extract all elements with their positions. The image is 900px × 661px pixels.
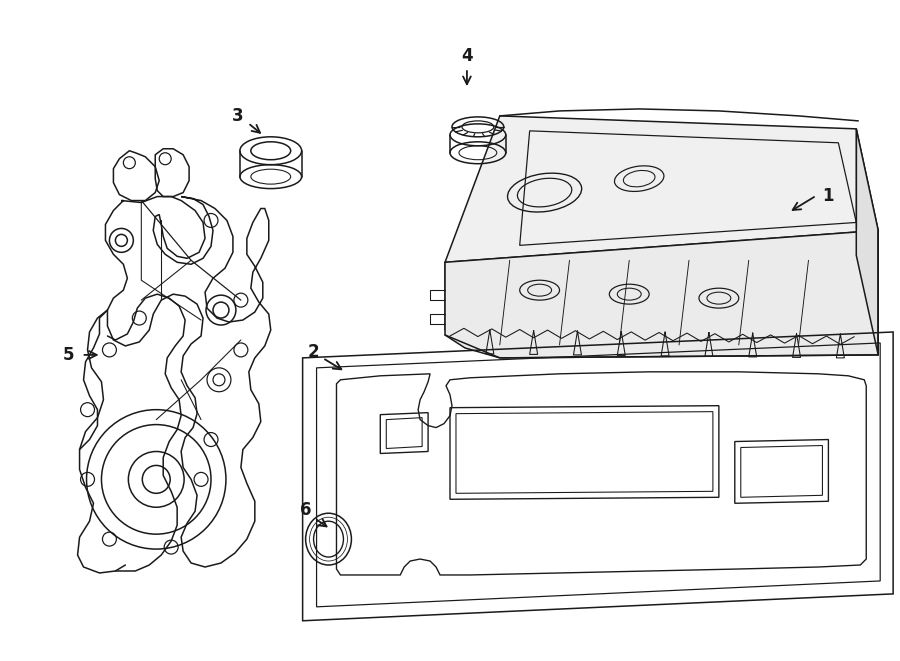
Polygon shape bbox=[856, 129, 878, 355]
Polygon shape bbox=[445, 231, 878, 358]
Text: 1: 1 bbox=[823, 186, 834, 204]
Text: 2: 2 bbox=[308, 343, 320, 361]
Text: 5: 5 bbox=[63, 346, 75, 364]
Polygon shape bbox=[445, 116, 878, 262]
Text: 4: 4 bbox=[461, 47, 472, 65]
Text: 6: 6 bbox=[300, 501, 311, 520]
Polygon shape bbox=[445, 262, 500, 352]
Text: 3: 3 bbox=[232, 107, 244, 125]
